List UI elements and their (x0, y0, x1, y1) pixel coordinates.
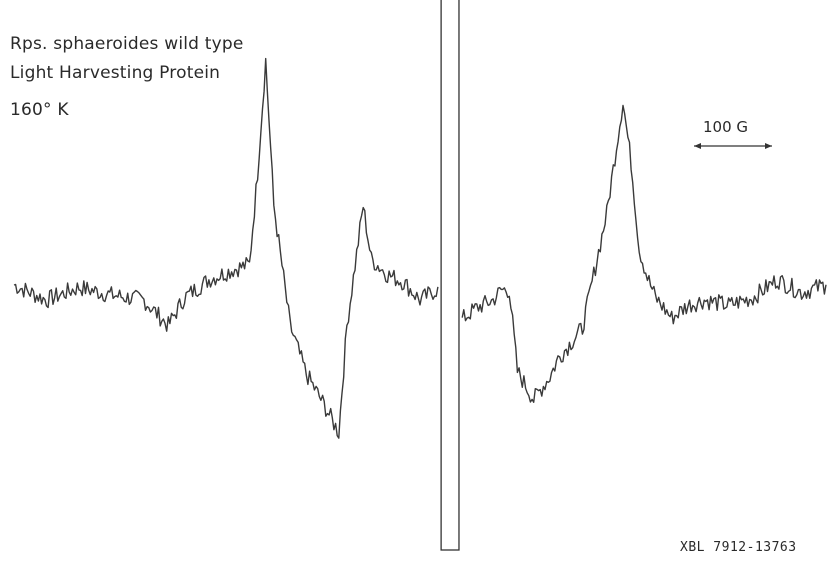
title-line-protein: Light Harvesting Protein (10, 63, 221, 83)
scale-bar-arrow-left (694, 143, 701, 149)
scale-bar (694, 143, 772, 149)
plot-area (13, 0, 827, 551)
reference-marker (440, 0, 460, 551)
title-line-species: Rps. sphaeroides wild type (10, 34, 244, 54)
spectrum-line-0 (13, 57, 827, 439)
catalog-number: XBL 7912-13763 (680, 540, 797, 555)
title-line-temperature: 160° K (10, 100, 69, 120)
scale-bar-label: 100 G (703, 118, 749, 136)
scale-bar-arrow-right (765, 143, 772, 149)
